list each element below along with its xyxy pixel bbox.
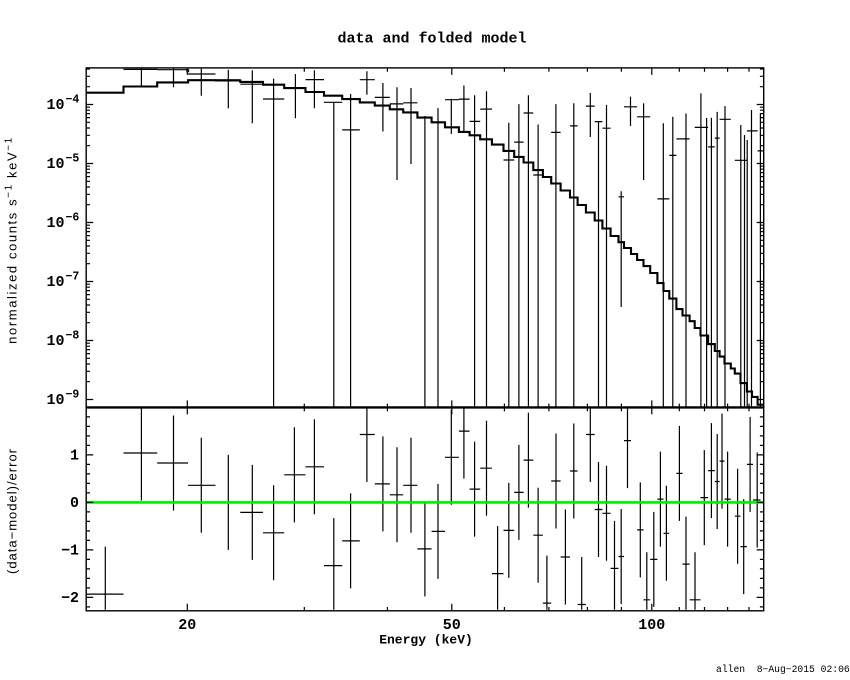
svg-text:normalized counts s−1 keV−1: normalized counts s−1 keV−1 [4,136,20,344]
svg-text:100: 100 [638,617,665,634]
svg-text:10: 10 [46,156,64,173]
svg-text:10: 10 [46,392,64,409]
svg-text:allen 8−Aug−2015 02:06: allen 8−Aug−2015 02:06 [716,664,850,675]
svg-text:Energy (keV): Energy (keV) [379,633,473,648]
svg-text:−7: −7 [66,271,80,284]
svg-text:−2: −2 [61,590,79,607]
svg-text:10: 10 [46,274,64,291]
svg-text:−6: −6 [66,212,80,225]
svg-text:−8: −8 [66,330,80,343]
svg-text:10: 10 [46,333,64,350]
svg-text:1: 1 [70,447,79,464]
svg-text:10: 10 [46,215,64,232]
svg-text:20: 20 [178,617,196,634]
svg-text:−9: −9 [66,389,80,402]
svg-text:0: 0 [70,495,79,512]
svg-text:−1: −1 [61,542,79,559]
svg-text:50: 50 [443,617,461,634]
svg-text:−4: −4 [66,94,80,107]
svg-text:data and folded model: data and folded model [337,31,526,48]
svg-text:−5: −5 [66,153,80,166]
svg-text:10: 10 [46,97,64,114]
svg-text:(data−model)/error: (data−model)/error [5,448,20,574]
